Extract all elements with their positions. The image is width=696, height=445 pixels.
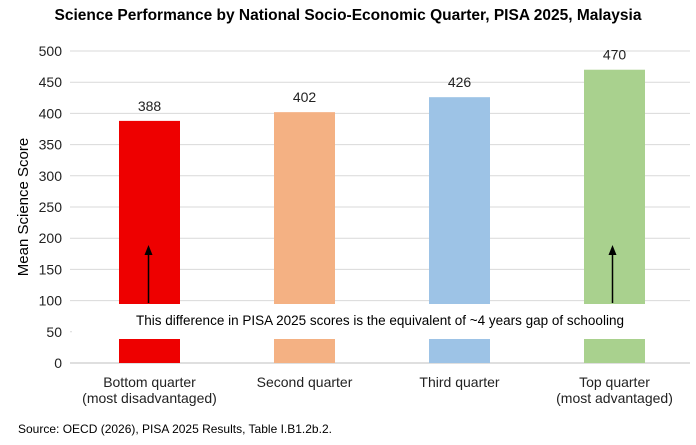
y-tick-labels: 0 50 100 150 200 250 300 350 400 450 500 (39, 43, 63, 371)
y-tick-label: 0 (54, 355, 62, 371)
category-label: Second quarter (257, 374, 353, 390)
chart-title: Science Performance by National Socio-Ec… (55, 7, 642, 24)
category-label: (most disadvantaged) (82, 390, 217, 406)
category-label: Third quarter (419, 374, 499, 390)
y-tick-label: 500 (39, 43, 63, 59)
arrow-head (144, 245, 153, 255)
y-tick-label: 100 (39, 293, 63, 309)
data-label: 470 (603, 47, 627, 63)
y-tick-label: 400 (39, 105, 63, 121)
y-tick-label: 250 (39, 199, 63, 215)
data-label: 426 (448, 74, 472, 90)
category-label: Top quarter (579, 374, 650, 390)
y-tick-label: 350 (39, 137, 63, 153)
y-tick-label: 50 (46, 324, 62, 340)
annotation: This difference in PISA 2025 scores is t… (72, 245, 690, 339)
data-label: 402 (293, 89, 317, 105)
category-labels: Bottom quarter(most disadvantaged) Second… (82, 374, 673, 406)
arrow-head (608, 245, 617, 255)
annotation-band (72, 304, 690, 339)
annotation-text: This difference in PISA 2025 scores is t… (136, 313, 624, 328)
data-labels: 388 402 426 470 (138, 47, 627, 114)
y-tick-label: 300 (39, 168, 63, 184)
y-tick-label: 450 (39, 74, 63, 90)
category-label: (most advantaged) (556, 390, 673, 406)
category-label: Bottom quarter (103, 374, 196, 390)
y-tick-label: 150 (39, 261, 63, 277)
data-label: 388 (138, 98, 162, 114)
y-tick-label: 200 (39, 230, 63, 246)
source-note: Source: OECD (2026), PISA 2025 Results, … (18, 422, 332, 436)
y-axis-label: Mean Science Score (15, 138, 32, 276)
